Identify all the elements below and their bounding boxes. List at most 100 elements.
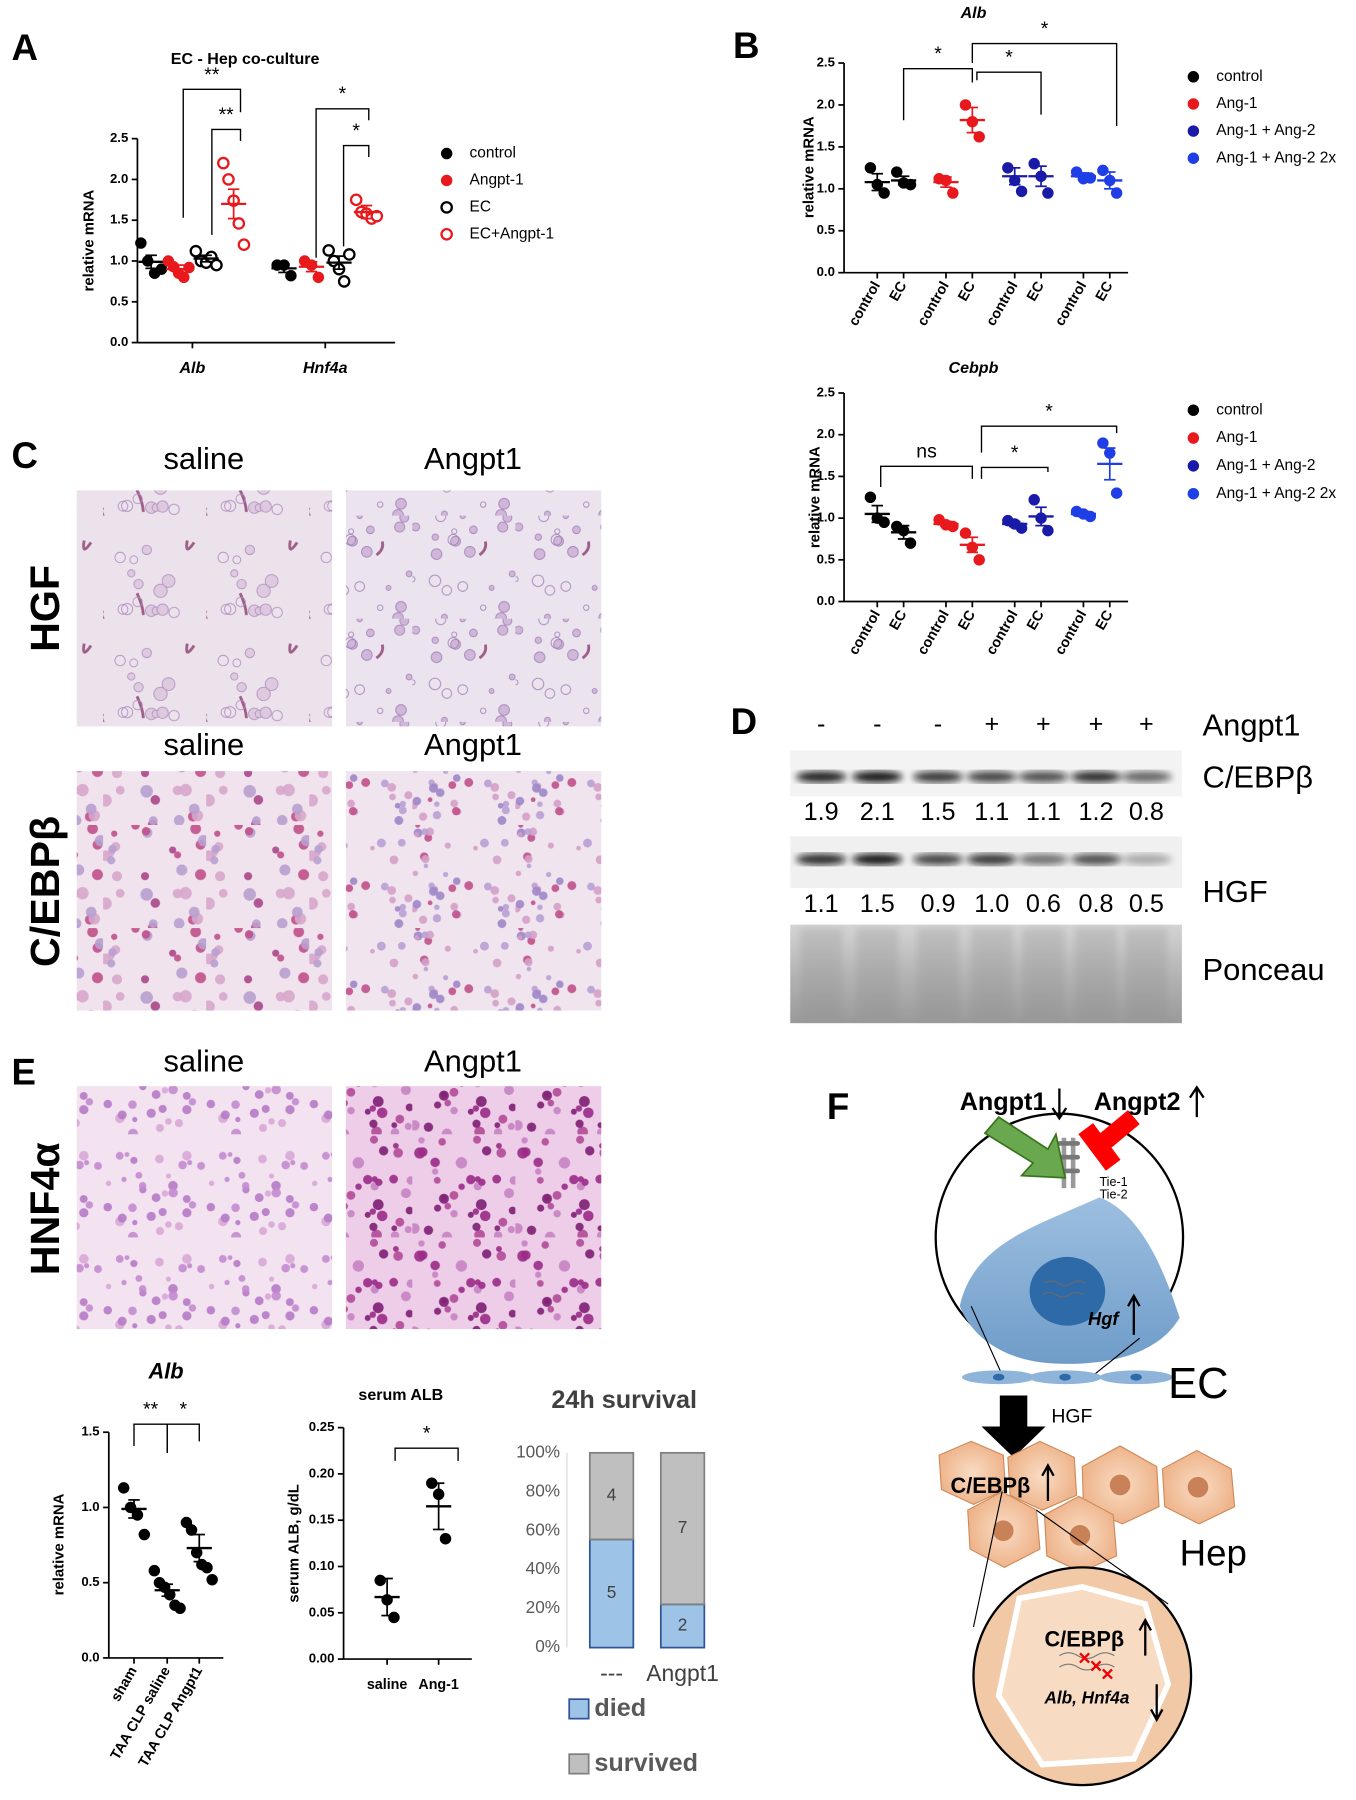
data-point: [1028, 494, 1040, 506]
legend-label: died: [594, 1694, 646, 1722]
band: [966, 771, 1017, 783]
y-tick-label: 100%: [516, 1441, 560, 1461]
y-tick-label: 1.0: [110, 252, 128, 267]
y-tick-label: 0.0: [817, 593, 835, 608]
chart-title: 24h survival: [551, 1386, 697, 1414]
quantification: 1.9: [804, 798, 839, 826]
arrow-up: [1188, 1085, 1205, 1118]
y-axis-label: relative mRNA: [807, 446, 823, 548]
chart-title: Alb: [960, 4, 987, 22]
data-point: [185, 1524, 198, 1536]
ponceau-lane: [800, 928, 842, 1020]
data-label: 5: [607, 1582, 617, 1602]
significance-bracket: [342, 144, 370, 247]
y-tick-label: 0.10: [309, 1558, 335, 1573]
receptor: [1061, 1137, 1067, 1189]
y-axis-label: relative mRNA: [802, 116, 818, 218]
data-point: [1042, 187, 1054, 199]
chart-title: Alb: [148, 1358, 184, 1383]
legend-marker: [1187, 125, 1200, 137]
significance-label: *: [352, 120, 360, 142]
quantification: 2.1: [860, 798, 895, 826]
x-tick-label: saline: [367, 1677, 408, 1693]
significance-label: *: [339, 83, 347, 105]
blot-label: Ponceau: [1203, 952, 1325, 987]
quantification: 1.1: [974, 798, 1009, 826]
y-tick-label: 0.5: [817, 222, 835, 237]
band: [1121, 771, 1172, 783]
significance-bracket: [971, 42, 1118, 127]
micrograph: [76, 771, 333, 1011]
y-tick-label: 40%: [526, 1558, 560, 1578]
band: [1070, 853, 1122, 866]
receptor: [1057, 1154, 1080, 1160]
chart: 0.0 0.5 1.0 1.5 2.0 2.5 Cebpb relative mRNA cont…: [807, 359, 1336, 658]
data-point: [1042, 524, 1054, 537]
legend-marker: [440, 174, 453, 187]
x-tick-label: EC: [1024, 608, 1048, 633]
micrograph: [345, 490, 602, 727]
ec-nucleus: [1130, 1373, 1142, 1381]
significance-label: ns: [916, 441, 937, 463]
ec-nucleus: [1059, 1373, 1071, 1381]
hep-cell: [938, 1440, 1007, 1506]
x-tick-label: EC: [955, 608, 979, 633]
hep-nucleus: [1069, 1525, 1091, 1546]
significance-label: *: [1005, 47, 1013, 69]
diagram-label: Angpt2: [1094, 1088, 1181, 1116]
data-point: [210, 258, 223, 272]
significance-label: *: [1011, 442, 1019, 464]
arrow-down: [1051, 1088, 1068, 1121]
data-point: [117, 1482, 130, 1494]
y-tick-label: 60%: [526, 1519, 560, 1539]
data-point: [1097, 437, 1109, 449]
y-tick-label: 2.5: [110, 130, 128, 145]
x-tick-label: Ang-1: [418, 1677, 459, 1693]
data-point: [183, 261, 195, 274]
y-axis-label: serum ALB, g/dL: [286, 1484, 302, 1602]
x-tick-label: EC: [1093, 279, 1117, 304]
data-point: [1015, 185, 1028, 198]
y-tick-label: 0.5: [817, 551, 835, 566]
significance-bracket: [182, 88, 242, 218]
ec-nucleus: [992, 1373, 1005, 1381]
quantification: 1.2: [1079, 798, 1114, 826]
diagram: Angpt1 Angpt2 Tie-1 Tie-2 Hgf EC HGF: [934, 1085, 1247, 1787]
data-point: [1084, 172, 1097, 184]
legend-label: Ang-1 + Ang-2: [1216, 122, 1315, 139]
data-point: [388, 1611, 400, 1624]
data-point: [138, 1528, 151, 1541]
quantification: 0.6: [1026, 890, 1061, 918]
legend-marker: [1187, 487, 1200, 500]
data-point: [374, 1574, 386, 1587]
y-tick-label: 2.5: [817, 54, 835, 69]
x-tick-label: Angpt1: [646, 1660, 719, 1686]
band: [852, 771, 903, 783]
significance-bracket: [902, 68, 974, 121]
bar-segment: [659, 1603, 706, 1649]
legend-marker: [1187, 98, 1200, 110]
chart-title: Cebpb: [949, 359, 999, 377]
x-tick-label: control: [1052, 279, 1090, 329]
legend-marker: [1187, 432, 1200, 444]
legend-label: control: [470, 145, 516, 162]
diagram-label: Alb, Hnf4a: [1043, 1688, 1129, 1708]
data-point: [222, 173, 235, 186]
lane-sign: +: [1139, 710, 1154, 738]
diagram-label: C/EBPβ: [951, 1473, 1031, 1498]
micrograph: [345, 1086, 602, 1330]
lane-sign: -: [934, 710, 942, 738]
significance-label: **: [219, 104, 235, 126]
band: [966, 853, 1017, 866]
column-label: Angpt1: [424, 1043, 522, 1078]
western-blot: Angpt1 C/EBPβ HGF Ponceau - - - + + + +1.9 2.1 1…: [790, 708, 1325, 1024]
band: [795, 771, 847, 783]
legend-marker: [1187, 460, 1200, 472]
legend-marker: [1187, 404, 1200, 416]
data-label: 4: [607, 1485, 617, 1505]
y-tick-label: 1.5: [81, 1424, 99, 1439]
dna: [1041, 1280, 1087, 1298]
column-label: saline: [163, 727, 244, 762]
legend-marker: [1187, 71, 1200, 83]
